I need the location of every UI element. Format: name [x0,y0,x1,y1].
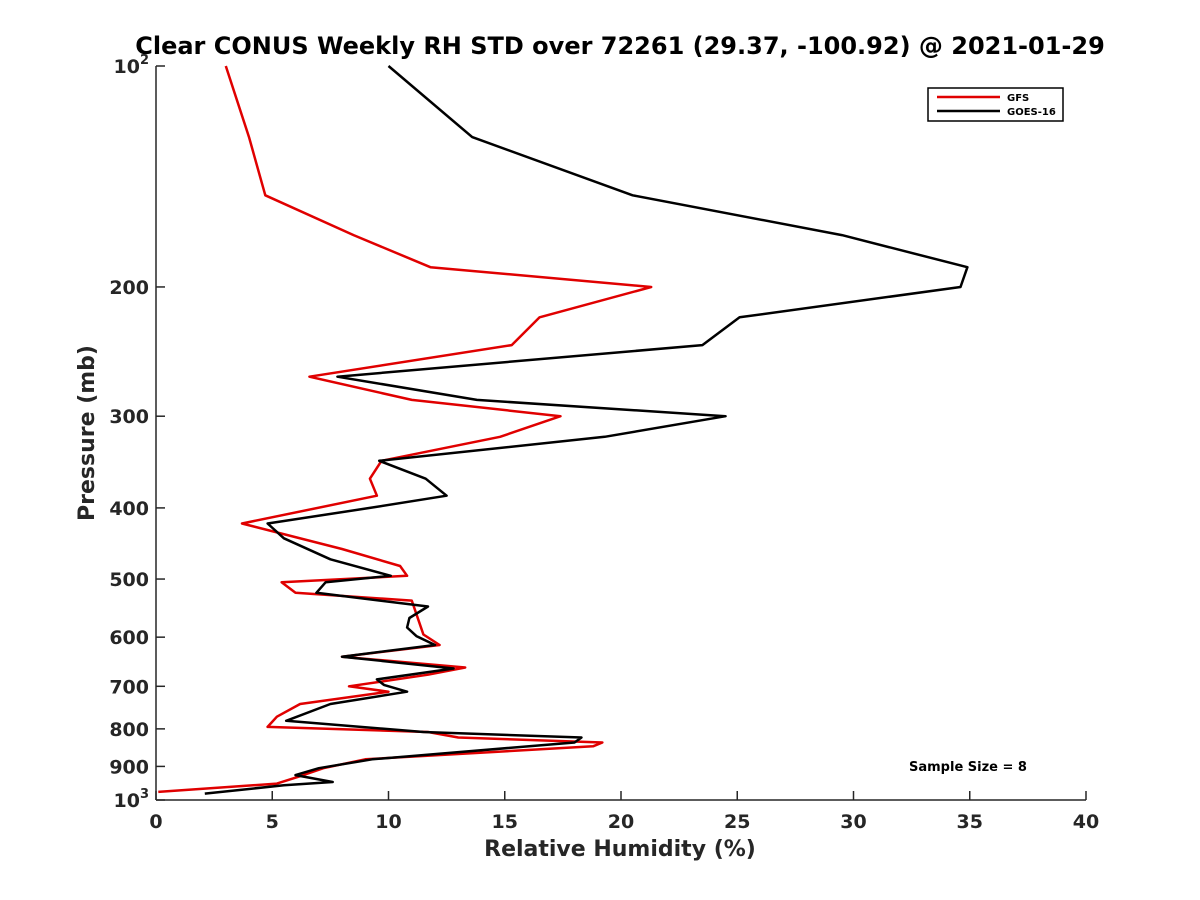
x-tick-label: 5 [266,811,279,833]
chart-title: Clear CONUS Weekly RH STD over 72261 (29… [135,32,1105,60]
y-tick-label: 700 [109,676,149,698]
y-tick-label: 200 [109,277,149,299]
legend: GFS GOES-16 [927,87,1064,122]
x-axis-ticks: 0 5 10 15 20 25 30 35 40 [149,791,1099,833]
y-tick-label: 500 [109,569,149,591]
x-tick-label: 15 [492,811,518,833]
y-tick-label: 102 [114,53,150,78]
x-tick-label: 10 [375,811,401,833]
series-line-goes16 [204,65,969,795]
x-tick-label: 40 [1073,811,1099,833]
x-tick-label: 35 [957,811,983,833]
x-tick-label: 0 [149,811,162,833]
series-layer [158,65,969,795]
legend-box [927,87,1064,122]
y-tick-label: 600 [109,627,149,649]
legend-label-goes16: GOES-16 [1007,107,1056,118]
x-tick-label: 20 [608,811,634,833]
x-tick-label: 25 [724,811,750,833]
y-tick-label: 800 [109,719,149,741]
y-tick-label: 103 [114,787,150,812]
x-tick-label: 30 [840,811,866,833]
x-axis-label: Relative Humidity (%) [484,837,756,862]
sample-size-annotation: Sample Size = 8 [909,760,1027,775]
y-tick-label: 400 [109,498,149,520]
y-tick-label: 300 [109,406,149,428]
y-axis-ticks: 102 200 300 400 500 600 700 800 900 103 [109,53,165,812]
legend-label-gfs: GFS [1007,93,1029,104]
y-tick-label: 900 [109,756,149,778]
y-axis-label: Pressure (mb) [75,345,100,521]
